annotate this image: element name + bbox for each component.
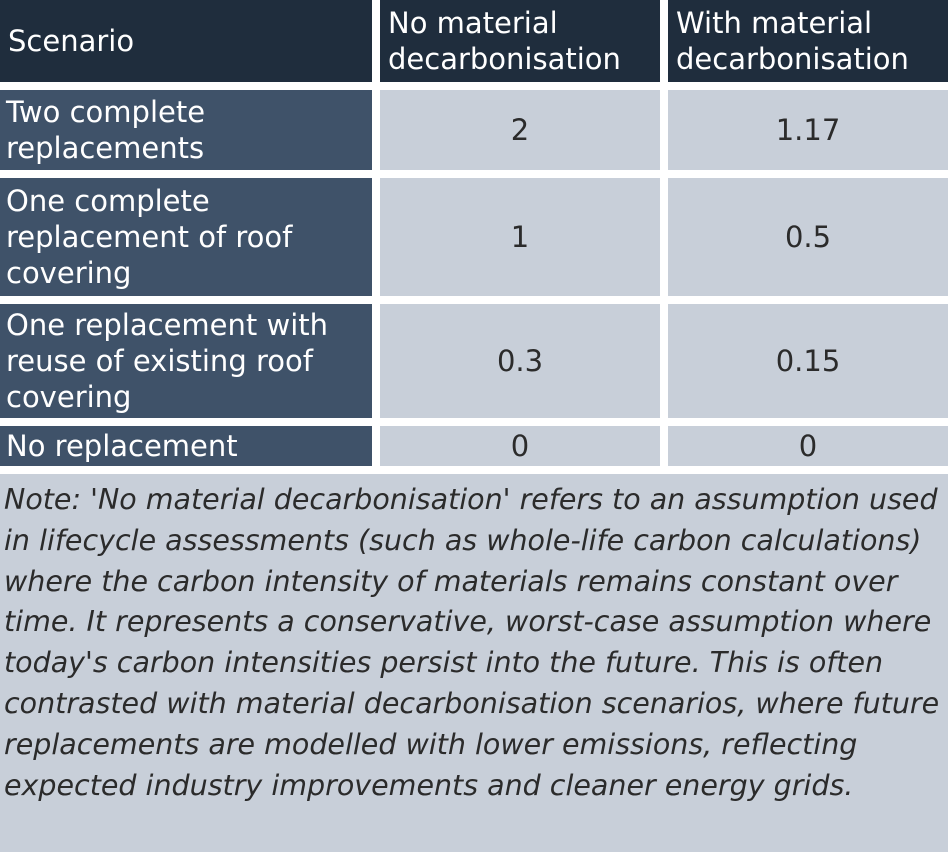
header-cell: With material decarbonisation [668, 0, 948, 82]
row-label: No replacement [0, 426, 372, 466]
value-cell: 0 [668, 426, 948, 466]
value-cell: 0 [380, 426, 660, 466]
value-cell: 1 [380, 178, 660, 296]
header-cell: Scenario [0, 0, 372, 82]
value-cell: 0.5 [668, 178, 948, 296]
value-cell: 2 [380, 90, 660, 170]
row-label: One replacement with reuse of existing r… [0, 304, 372, 418]
note: Note: 'No material decarbonisation' refe… [0, 474, 948, 852]
value-cell: 1.17 [668, 90, 948, 170]
table: Scenario No material decarbonisation With … [0, 0, 948, 466]
header-cell: No material decarbonisation [380, 0, 660, 82]
row-label: Two complete replacements [0, 90, 372, 170]
value-cell: 0.3 [380, 304, 660, 418]
value-cell: 0.15 [668, 304, 948, 418]
row-label: One complete replacement of roof coverin… [0, 178, 372, 296]
